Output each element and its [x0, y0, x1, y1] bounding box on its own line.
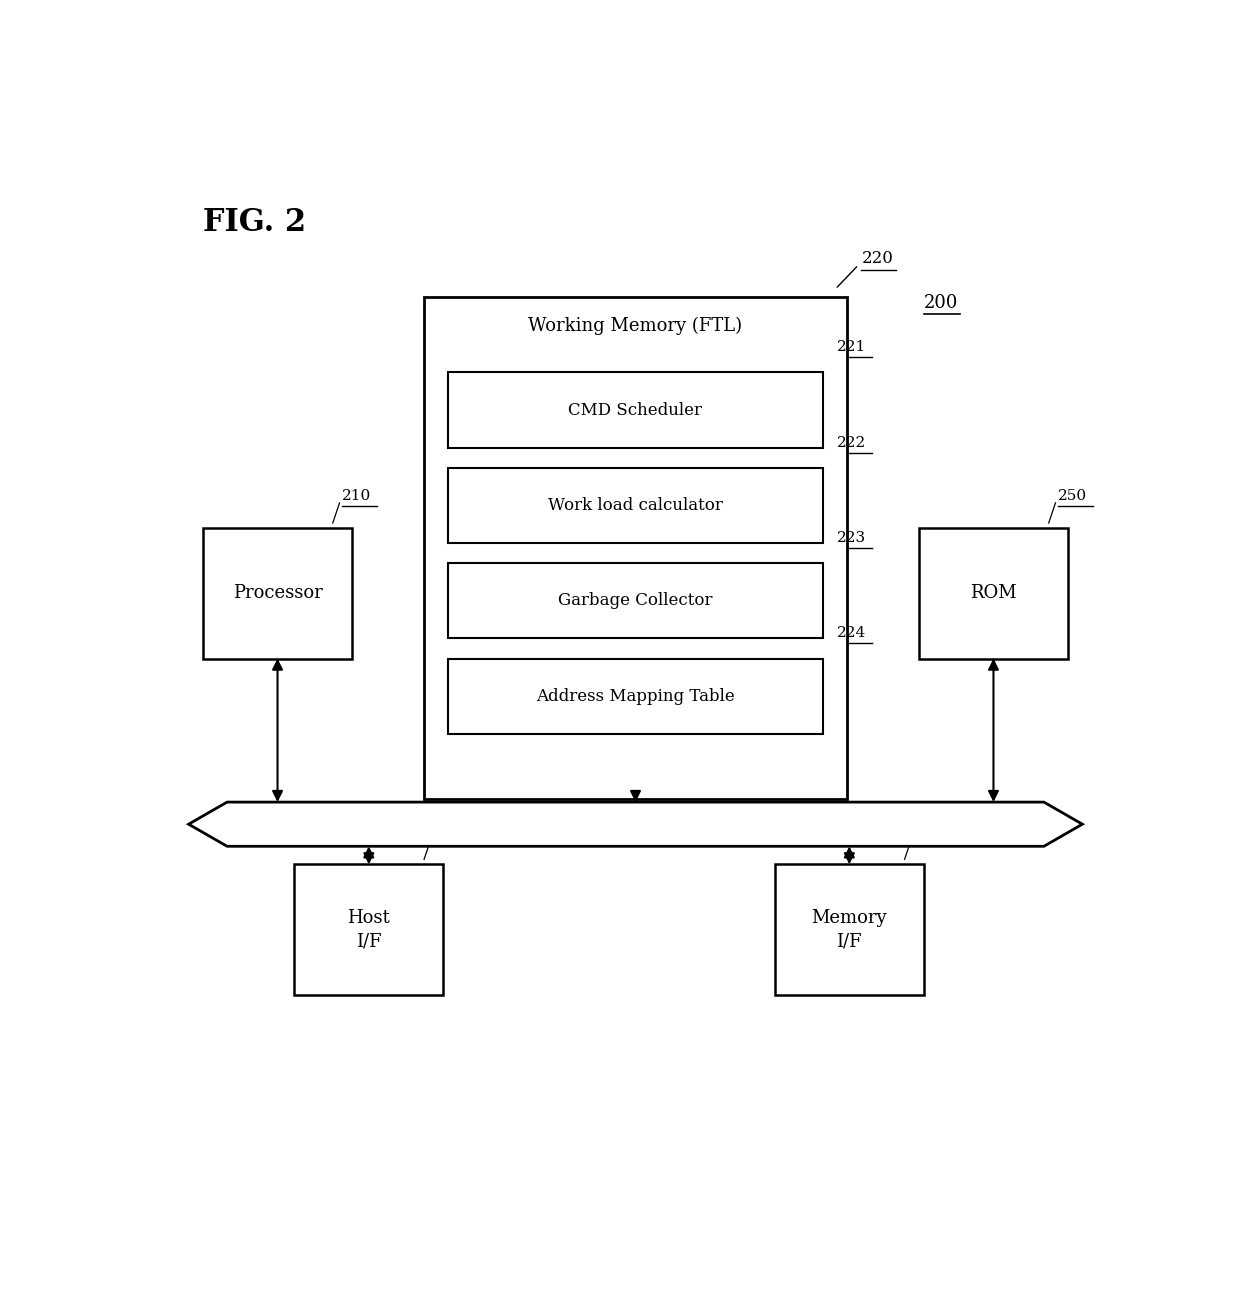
Bar: [448, 659, 823, 734]
Text: Garbage Collector: Garbage Collector: [558, 592, 713, 609]
Bar: [294, 865, 444, 995]
Text: Work load calculator: Work load calculator: [548, 497, 723, 514]
Text: 200: 200: [924, 295, 959, 312]
Bar: [919, 528, 1068, 659]
Bar: [448, 563, 823, 639]
Bar: [775, 865, 924, 995]
Text: Address Mapping Table: Address Mapping Table: [536, 687, 735, 704]
Bar: [424, 297, 847, 799]
Text: Host
I/F: Host I/F: [347, 909, 391, 951]
Text: 240: 240: [914, 825, 944, 840]
Text: 224: 224: [837, 626, 867, 640]
Text: 230: 230: [434, 825, 463, 840]
Text: Working Memory (FTL): Working Memory (FTL): [528, 317, 743, 335]
Bar: [448, 373, 823, 447]
Text: Memory
I/F: Memory I/F: [811, 909, 887, 951]
Bar: [203, 528, 352, 659]
Text: FIG. 2: FIG. 2: [203, 206, 306, 237]
Text: Processor: Processor: [233, 584, 322, 602]
Text: 220: 220: [862, 250, 893, 267]
Bar: [448, 468, 823, 542]
Text: 222: 222: [837, 436, 867, 450]
Text: ROM: ROM: [970, 584, 1017, 602]
Text: 221: 221: [837, 340, 867, 355]
Text: 210: 210: [342, 489, 372, 503]
Text: CMD Scheduler: CMD Scheduler: [568, 402, 703, 419]
Text: 223: 223: [837, 531, 867, 545]
Text: 250: 250: [1059, 489, 1087, 503]
Polygon shape: [188, 802, 1083, 846]
